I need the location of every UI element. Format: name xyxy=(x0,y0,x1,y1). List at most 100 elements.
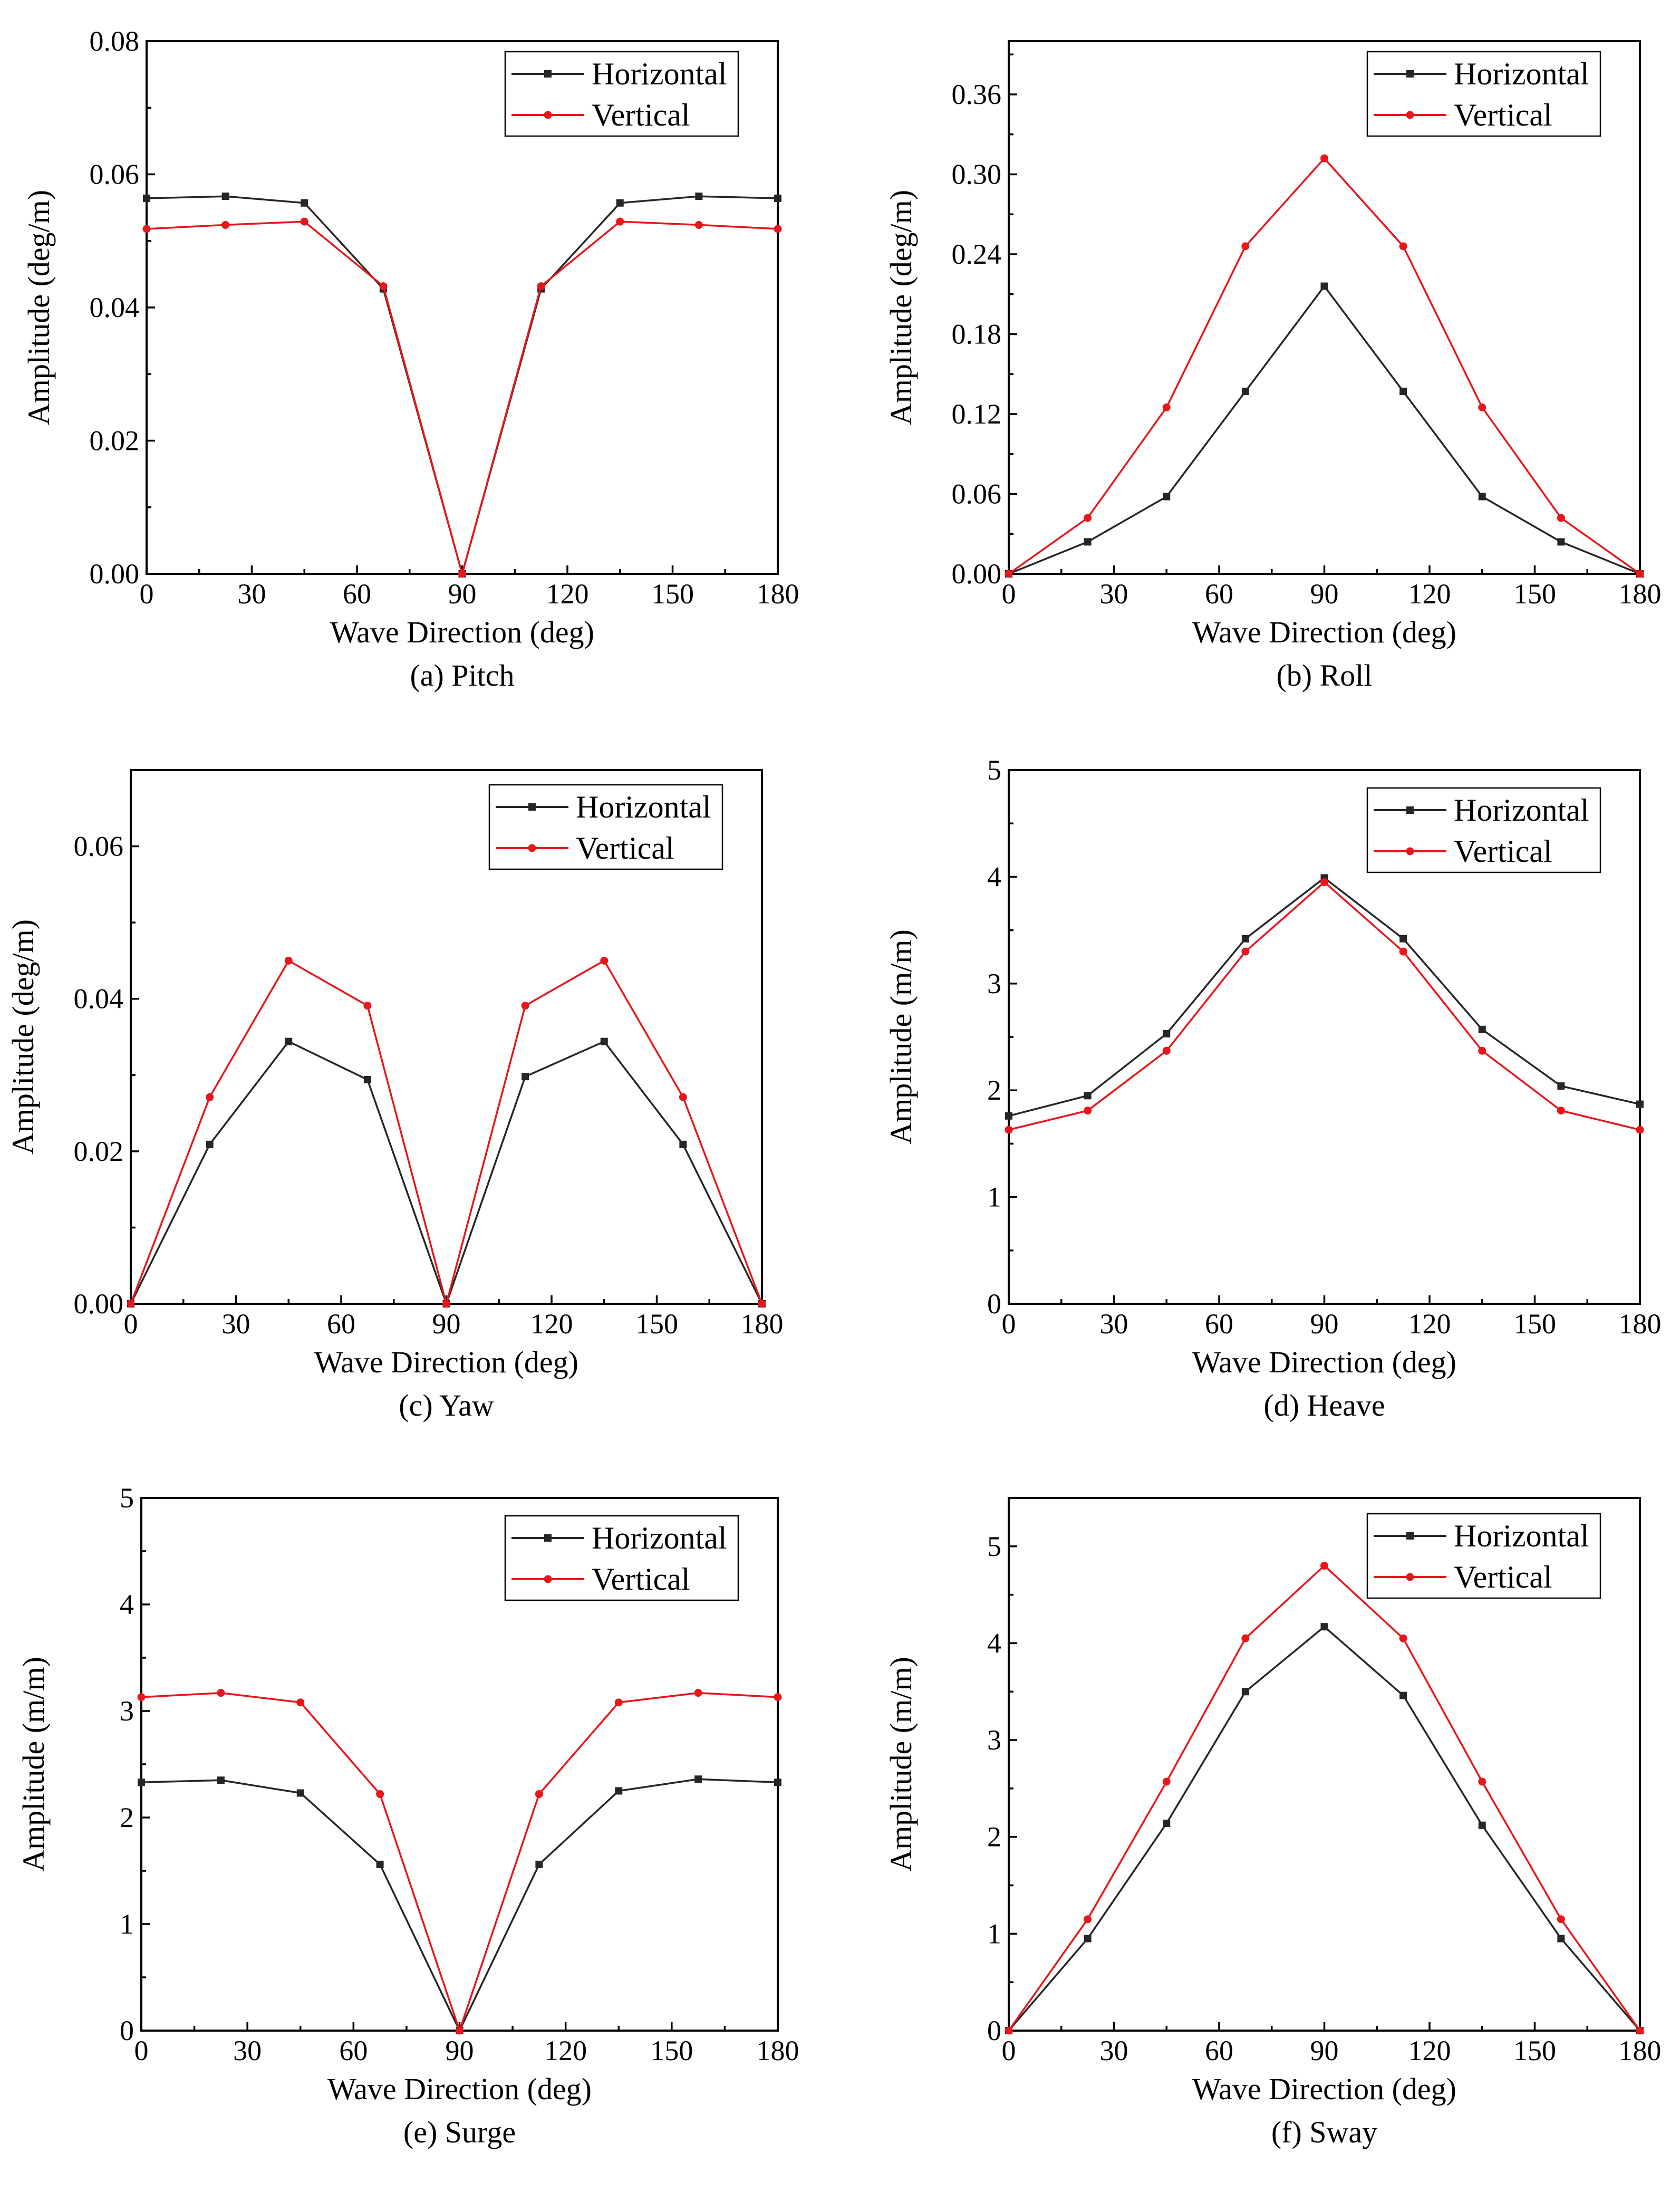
legend: Horizontal Vertical xyxy=(504,51,739,137)
data-point-vertical xyxy=(1241,242,1250,251)
x-axis-title: Wave Direction (deg) xyxy=(1192,1345,1456,1379)
chart-panel-6: 0 30 60 90 120 150 180 0 1 2 3 4 5 Wave Direction (de… xyxy=(884,1497,1662,2149)
chart-panel-5: 0 30 60 90 120 150 180 0 1 2 3 4 5 Wave Direction (de… xyxy=(16,1482,799,2149)
legend-label-vertical: Vertical xyxy=(1454,98,1552,132)
data-point-vertical xyxy=(694,220,703,229)
data-point-horizontal xyxy=(615,1787,623,1795)
y-axis-title: Amplitude (deg/m) xyxy=(6,919,40,1155)
legend-label-horizontal: Horizontal xyxy=(1454,1518,1589,1553)
legend-marker-horizontal xyxy=(1406,70,1414,78)
legend-marker-horizontal xyxy=(544,70,552,78)
data-point-horizontal xyxy=(1399,1691,1407,1699)
series-line-vertical xyxy=(1008,157,1641,575)
y-tick-label: 0.06 xyxy=(74,831,124,862)
legend-label-vertical: Vertical xyxy=(592,98,690,132)
legend: Horizontal Vertical xyxy=(1366,1513,1601,1599)
data-point-horizontal xyxy=(217,1776,225,1784)
legend: Horizontal Vertical xyxy=(1366,51,1601,137)
data-point-vertical xyxy=(758,1300,766,1308)
data-point-horizontal xyxy=(1163,1820,1171,1828)
legend-label-vertical: Vertical xyxy=(592,1562,690,1597)
data-point-vertical xyxy=(206,1093,214,1101)
data-point-horizontal xyxy=(694,1775,702,1783)
data-point-vertical xyxy=(1478,1046,1486,1055)
y-tick-label: 0.00 xyxy=(90,558,140,590)
y-axis-title: Amplitude (m/m) xyxy=(16,1657,51,1872)
x-tick-label: 180 xyxy=(1619,2035,1662,2066)
data-point-vertical xyxy=(1084,1915,1092,1924)
y-tick-label: 0.12 xyxy=(952,398,1002,430)
x-tick-label: 180 xyxy=(1619,1308,1662,1340)
legend-label-vertical: Vertical xyxy=(576,831,674,866)
series-line-vertical xyxy=(130,959,763,1307)
data-point-horizontal xyxy=(774,1778,781,1786)
panel-caption: (c) Yaw xyxy=(399,1388,494,1422)
x-tick-label: 30 xyxy=(1100,578,1128,610)
x-tick-label: 150 xyxy=(651,578,694,610)
data-point-horizontal xyxy=(616,199,624,207)
x-tick-label: 150 xyxy=(635,1308,678,1340)
chart-panel-2: 0 30 60 90 120 150 180 0.00 0.06 0.12 0.18 0.24 0.30… xyxy=(884,40,1662,693)
x-tick-label: 30 xyxy=(1100,1308,1128,1340)
legend-label-horizontal: Horizontal xyxy=(592,56,727,91)
data-point-vertical xyxy=(1399,947,1407,956)
data-point-horizontal xyxy=(1478,1025,1486,1033)
y-tick-label: 0.30 xyxy=(952,159,1002,190)
data-point-horizontal xyxy=(1084,1092,1092,1100)
data-point-vertical xyxy=(221,220,230,229)
data-point-vertical xyxy=(1162,403,1171,411)
y-tick-label: 0.24 xyxy=(952,238,1002,270)
data-point-horizontal xyxy=(1478,1821,1486,1829)
x-tick-label: 0 xyxy=(1002,578,1016,610)
x-tick-label: 60 xyxy=(343,578,371,610)
chart-panel-1: 0 30 60 90 120 150 180 0.00 0.02 0.04 0.06 0.08 Wave… xyxy=(22,25,799,693)
data-point-horizontal xyxy=(376,1860,384,1868)
data-point-horizontal xyxy=(143,194,150,202)
data-point-vertical xyxy=(442,1300,450,1308)
legend-marker-horizontal xyxy=(528,803,536,811)
y-tick-label: 0.36 xyxy=(952,79,1002,110)
x-tick-label: 90 xyxy=(1310,2035,1339,2066)
y-tick-label: 2 xyxy=(987,1074,1001,1106)
y-tick-label: 0.08 xyxy=(90,25,140,57)
data-point-vertical xyxy=(1478,403,1486,411)
data-point-horizontal xyxy=(301,199,308,207)
panel-caption: (a) Pitch xyxy=(410,658,514,693)
data-point-vertical xyxy=(616,217,624,226)
data-point-vertical xyxy=(1636,1126,1644,1134)
data-point-vertical xyxy=(1162,1777,1171,1786)
legend-marker-horizontal xyxy=(1406,1532,1414,1540)
x-tick-label: 0 xyxy=(134,2035,149,2066)
legend-marker-horizontal xyxy=(1406,806,1414,814)
y-tick-label: 0.06 xyxy=(90,159,140,190)
data-point-vertical xyxy=(600,956,609,965)
data-point-horizontal xyxy=(285,1037,293,1045)
x-tick-label: 120 xyxy=(1408,1308,1451,1340)
x-tick-label: 180 xyxy=(1619,578,1662,610)
data-point-vertical xyxy=(1084,1107,1092,1115)
y-tick-label: 3 xyxy=(120,1695,134,1727)
y-tick-label: 3 xyxy=(987,968,1001,999)
x-tick-label: 60 xyxy=(327,1308,355,1340)
chart-panel-3: 0 30 60 90 120 150 180 0.00 0.02 0.04 0.06 Wave Dir… xyxy=(6,769,784,1422)
legend-box xyxy=(488,784,723,870)
data-point-vertical xyxy=(1320,1562,1328,1570)
data-point-horizontal xyxy=(679,1140,687,1148)
legend-box xyxy=(1366,51,1601,137)
data-point-vertical xyxy=(614,1698,623,1707)
x-tick-label: 150 xyxy=(1513,1308,1556,1340)
data-point-horizontal xyxy=(1163,493,1171,501)
legend-box xyxy=(504,51,739,137)
data-point-horizontal xyxy=(535,1860,543,1868)
series-line-vertical xyxy=(146,220,778,578)
y-tick-label: 2 xyxy=(987,1821,1001,1853)
series-line-horizontal xyxy=(146,195,778,578)
x-axis-title: Wave Direction (deg) xyxy=(327,2072,592,2106)
data-point-horizontal xyxy=(296,1789,304,1797)
legend-label-horizontal: Horizontal xyxy=(592,1521,727,1555)
y-axis-title: Amplitude (deg/m) xyxy=(884,190,918,425)
y-tick-label: 0.04 xyxy=(90,292,140,323)
data-point-vertical xyxy=(142,225,151,233)
series-line-vertical xyxy=(1008,1564,1641,2032)
x-tick-label: 90 xyxy=(1310,578,1339,610)
